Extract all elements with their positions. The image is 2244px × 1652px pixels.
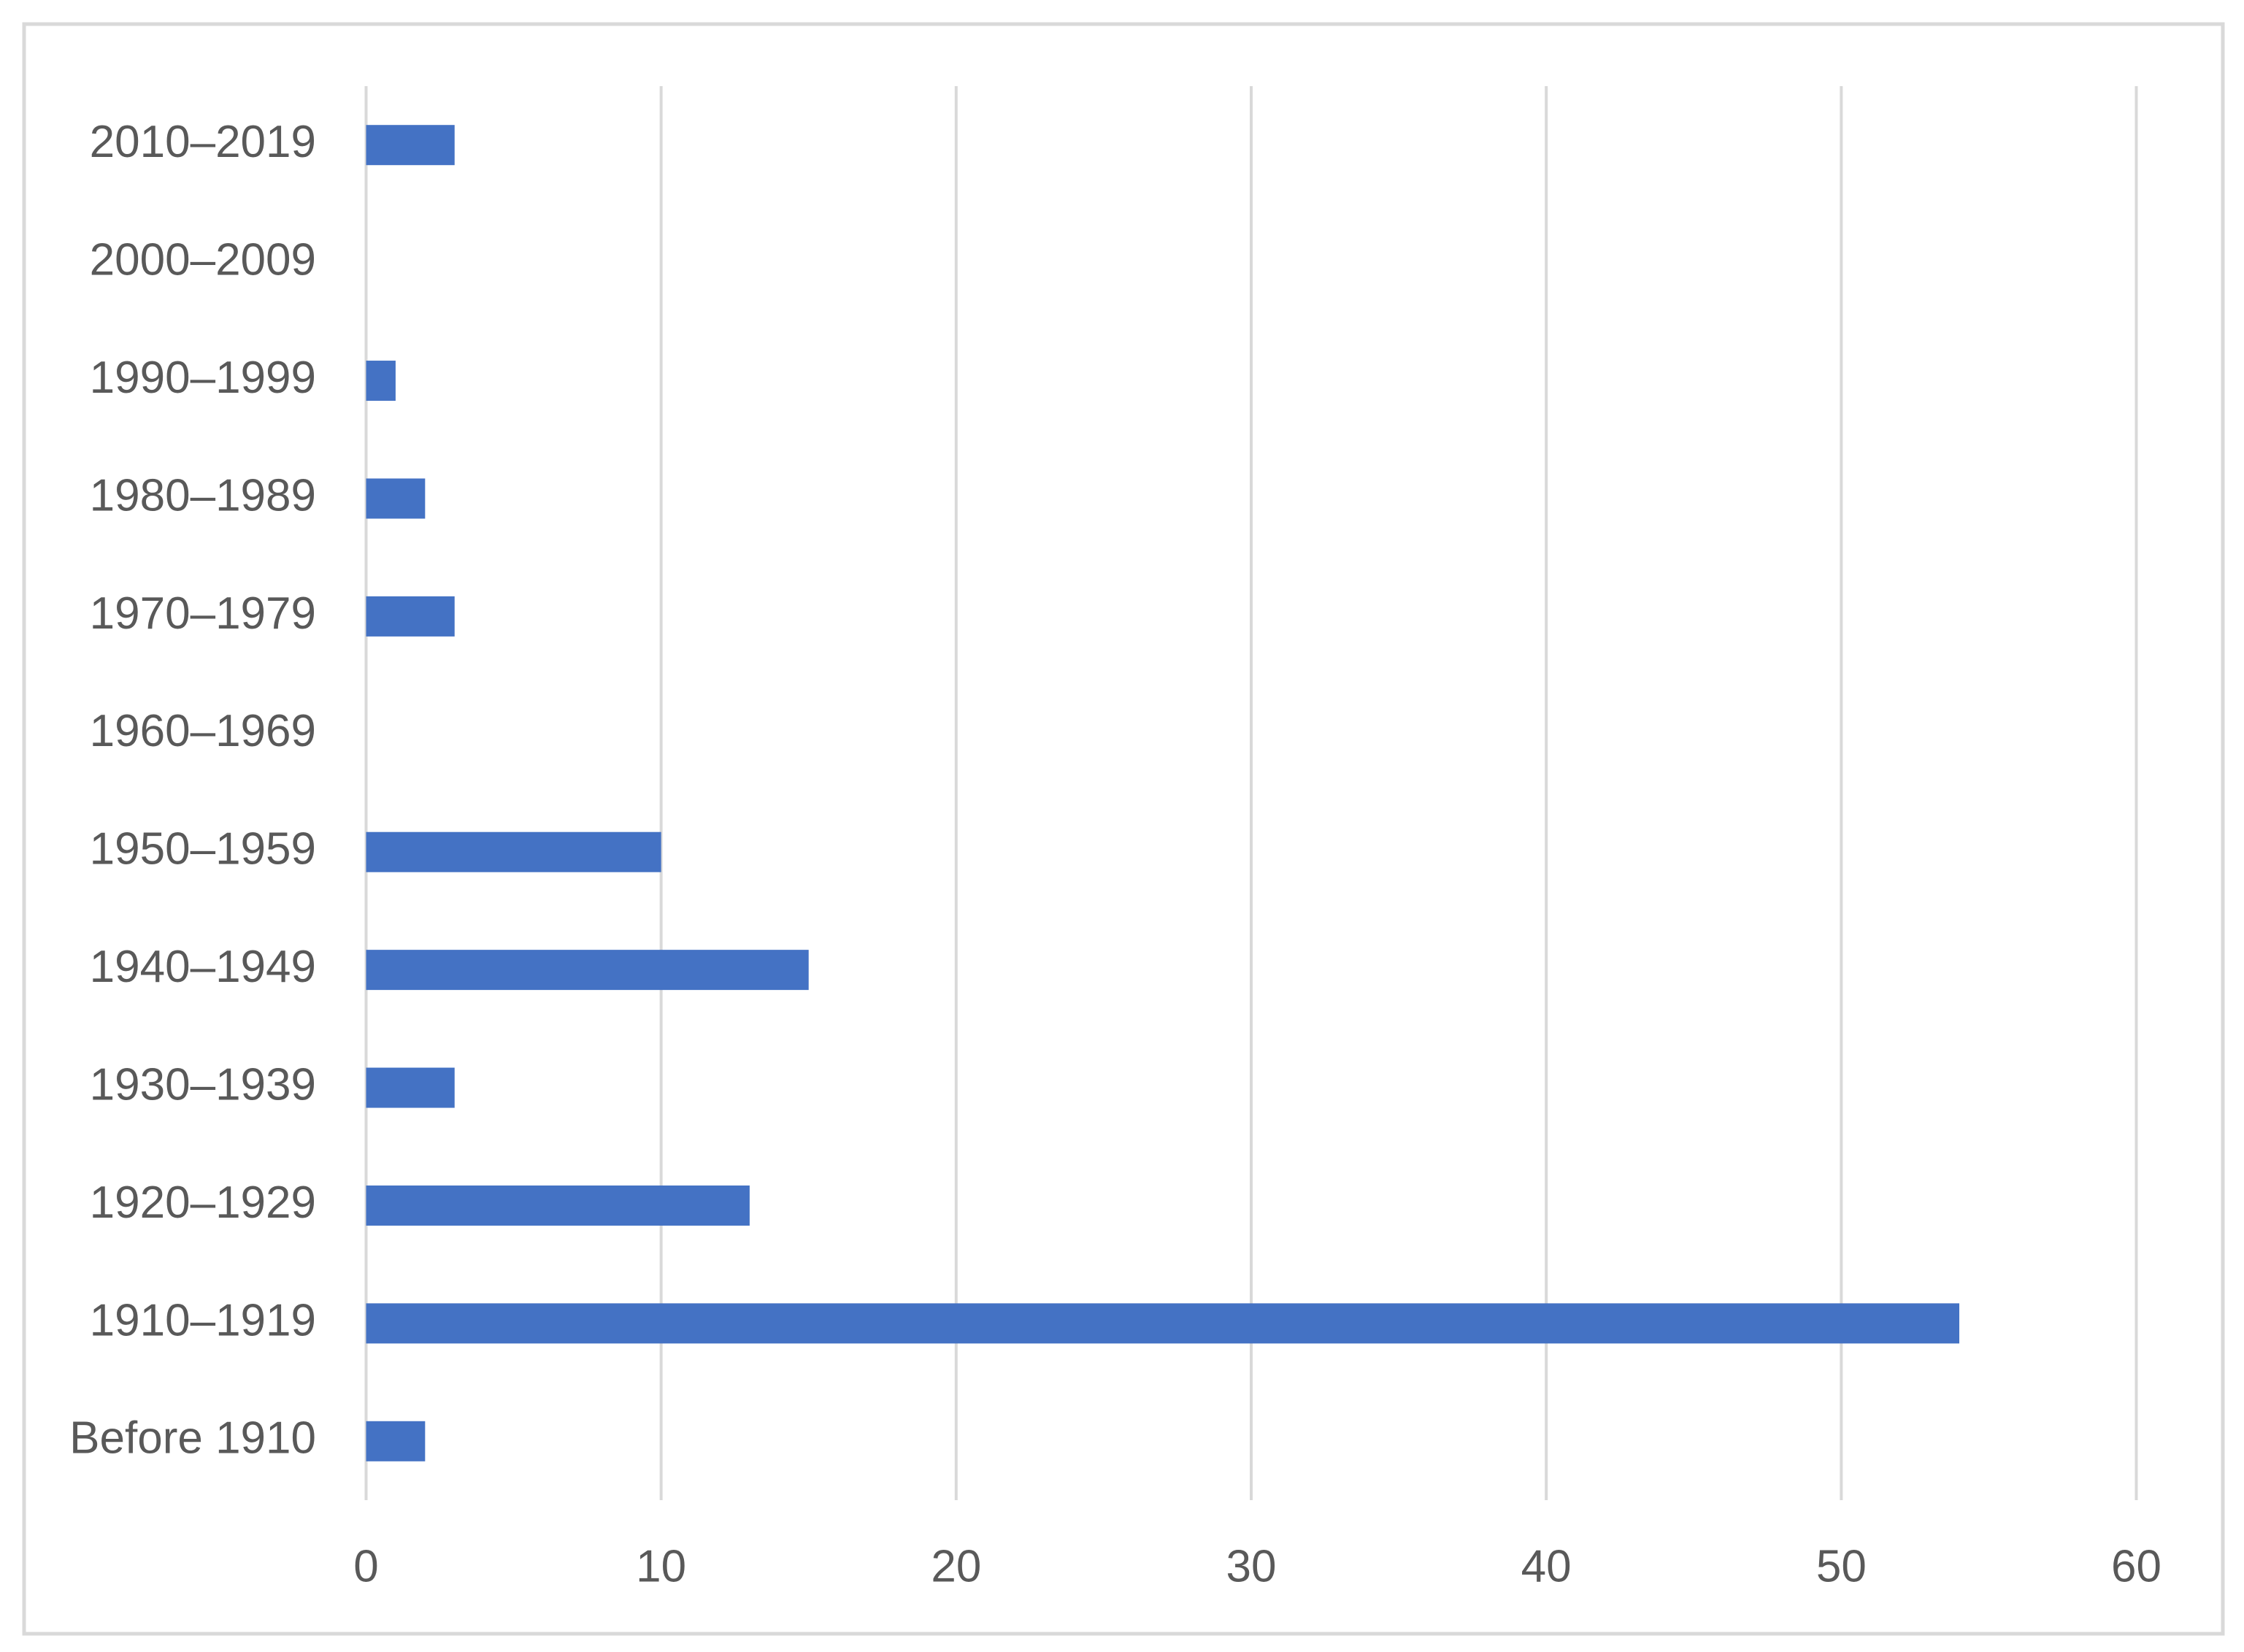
bar: [366, 831, 661, 872]
y-tick-label: 2000–2009: [90, 235, 316, 285]
bar: [366, 1303, 1959, 1344]
bar: [366, 125, 455, 166]
y-tick-label: 2010–2019: [90, 117, 316, 167]
bar: [366, 478, 426, 519]
x-tick-label: 10: [636, 1541, 686, 1591]
y-tick-label: Before 1910: [69, 1413, 316, 1464]
x-tick-label: 20: [931, 1541, 981, 1591]
y-tick-label: 1990–1999: [90, 353, 316, 403]
y-tick-label: 1910–1919: [90, 1295, 316, 1345]
bar: [366, 1067, 455, 1108]
x-tick-label: 0: [353, 1541, 378, 1591]
x-tick-label: 40: [1521, 1541, 1572, 1591]
y-tick-label: 1980–1989: [90, 470, 316, 520]
y-tick-label: 1970–1979: [90, 588, 316, 639]
chart-border: [22, 22, 2225, 1636]
x-tick-label: 50: [1816, 1541, 1867, 1591]
bar: [366, 1421, 426, 1461]
bar: [366, 361, 396, 402]
y-tick-label: 1960–1969: [90, 706, 316, 756]
y-tick-label: 1950–1959: [90, 824, 316, 875]
y-tick-label: 1920–1929: [90, 1177, 316, 1228]
bar: [366, 1185, 750, 1226]
y-tick-label: 1930–1939: [90, 1059, 316, 1110]
bar: [366, 950, 809, 991]
y-tick-label: 1940–1949: [90, 942, 316, 992]
bar: [366, 596, 455, 637]
x-tick-label: 60: [2111, 1541, 2162, 1591]
x-tick-label: 30: [1226, 1541, 1277, 1591]
